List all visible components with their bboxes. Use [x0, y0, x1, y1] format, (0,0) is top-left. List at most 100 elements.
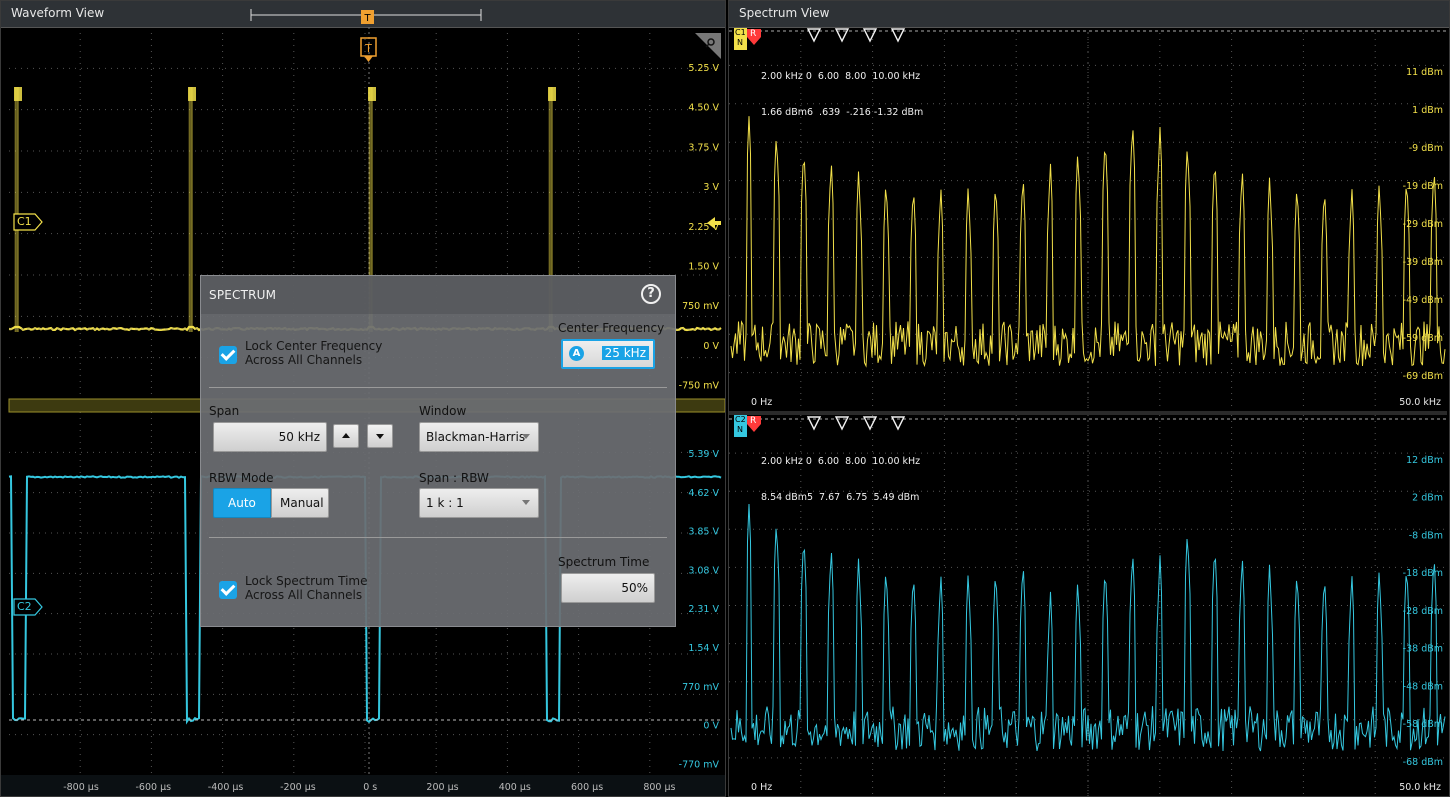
channel-2-scale-label: -770 mV: [679, 759, 720, 770]
channel-1-level-marker-icon[interactable]: [707, 217, 721, 229]
spectrum-ch2-start-freq: 0 Hz: [751, 782, 772, 793]
spectrum-settings-dialog[interactable]: SPECTRUM ? Lock Center Frequency Across …: [200, 275, 676, 627]
channel-1-scale-label: 3.75 V: [688, 142, 719, 153]
channel-2-badge[interactable]: C2: [13, 598, 43, 616]
channel-1-label: C1: [17, 215, 32, 228]
span-rbw-value: 1 k : 1: [426, 496, 464, 510]
spectrum-ch1-scale-label: -59 dBm: [1403, 333, 1443, 344]
spectrum-ch2-scale-label: -28 dBm: [1403, 606, 1443, 617]
spectrum-ch2-ref-marker[interactable]: R: [747, 416, 761, 436]
spectrum-ch1-ref-marker[interactable]: R: [747, 29, 761, 49]
rbw-manual-button[interactable]: Manual: [271, 488, 329, 518]
channel-1-scale-label: 5.25 V: [688, 63, 719, 74]
spectrum-ch1-scale-label: 1 dBm: [1412, 105, 1443, 116]
channel-2-scale-label: 770 mV: [682, 682, 719, 693]
window-select[interactable]: Blackman-Harris: [419, 422, 539, 452]
time-axis-tick-label: 600 µs: [571, 782, 603, 793]
dialog-separator-1: [209, 387, 667, 388]
span-rbw-select[interactable]: 1 k : 1: [419, 488, 539, 518]
zoom-icon[interactable]: [695, 33, 721, 59]
spectrum-ch2-marker-level: 8.54 dBm5 7.67 6.75 5.49 dBm: [761, 492, 920, 504]
center-frequency-field[interactable]: A 25 kHz: [561, 339, 655, 369]
spectrum-view-titlebar[interactable]: Spectrum View: [729, 1, 1449, 28]
spectrum-ch1-scale-label: -29 dBm: [1403, 219, 1443, 230]
time-axis-tick-label: -600 µs: [136, 782, 172, 793]
spectrum-view-panel[interactable]: Spectrum View 11 dBm 1 dBm -9 dBm -19 dBm -2…: [728, 0, 1450, 797]
channel-1-burst: [14, 87, 22, 332]
channel-1-scale-label: 3 V: [703, 182, 719, 193]
span-label: Span: [209, 404, 239, 418]
span-rbw-label: Span : RBW: [419, 471, 489, 485]
window-label: Window: [419, 404, 466, 418]
spectrum-ch2-scale-label: -38 dBm: [1403, 644, 1443, 655]
spectrum-ch1-marker-level: 1.66 dBm6 .639 -.216 -1.32 dBm: [761, 107, 923, 119]
trigger-position-marker[interactable]: T: [360, 37, 378, 63]
time-axis-tick-label: -200 µs: [280, 782, 316, 793]
channel-2-scale-label: 5.39 V: [688, 449, 719, 460]
trigger-label: T: [364, 42, 372, 55]
channel-2-scale-label: 1.54 V: [688, 643, 719, 654]
channel-1-burst: [188, 87, 196, 332]
spectrum-ch1-scale-label: 11 dBm: [1406, 67, 1443, 78]
arrow-up-icon: [342, 433, 350, 438]
time-axis-tick-label: -400 µs: [208, 782, 244, 793]
chevron-down-icon: [522, 434, 530, 439]
span-increase-button[interactable]: [333, 424, 359, 448]
span-field[interactable]: 50 kHz: [213, 422, 327, 452]
lock-spectrum-time-checkbox[interactable]: [219, 581, 237, 599]
dialog-title: SPECTRUM: [209, 288, 276, 302]
lock-center-frequency-checkbox[interactable]: [219, 346, 237, 364]
spectrum-ch2-ref-label: R: [750, 416, 756, 426]
help-icon[interactable]: ?: [641, 284, 661, 304]
spectrum-ch2-mode-label: N: [737, 425, 743, 434]
channel-2-scale-label: 2.31 V: [688, 604, 719, 615]
rbw-auto-label: Auto: [228, 496, 256, 510]
channel-2-label: C2: [17, 600, 32, 613]
spectrum-ch1-scale-label: -9 dBm: [1409, 143, 1443, 154]
time-axis-tick-label: 0 s: [363, 782, 377, 793]
channel-1-badge[interactable]: C1: [13, 213, 43, 231]
span-decrease-button[interactable]: [367, 424, 393, 448]
spectrum-ch2-marker-readout: 2.00 kHz 0 6.00 8.00 10.00 kHz 8.54 dBm5…: [761, 432, 920, 528]
spectrum-pane-divider: [729, 411, 1447, 415]
spectrum-ch1-badge-label: C1: [735, 28, 746, 37]
spectrum-ch2-scale-label: -8 dBm: [1409, 530, 1443, 541]
time-axis-tick-label: -800 µs: [63, 782, 99, 793]
channel-1-scale-label: 750 mV: [682, 301, 719, 312]
time-axis-tick-label: 800 µs: [643, 782, 675, 793]
spectrum-ch2-scale-label: 12 dBm: [1406, 455, 1443, 466]
spectrum-ch1-badge[interactable]: C1 N: [734, 28, 747, 50]
center-frequency-label: Center Frequency: [558, 321, 664, 335]
center-frequency-badge-icon: A: [569, 346, 584, 361]
chevron-down-icon: [522, 500, 530, 505]
dialog-header[interactable]: SPECTRUM ?: [201, 276, 675, 314]
channel-2-scale-label: 0 V: [703, 721, 719, 732]
channel-2-scale-label: 3.85 V: [688, 527, 719, 538]
spectrum-ch1-scale-label: -49 dBm: [1403, 295, 1443, 306]
spectrum-view-title: Spectrum View: [739, 6, 829, 20]
channel-1-scale-label: 1.50 V: [688, 262, 719, 273]
spectrum-ch1-scale-label: -69 dBm: [1403, 371, 1443, 382]
lock-center-frequency-label: Lock Center Frequency Across All Channel…: [245, 339, 382, 367]
spectrum-ch1-marker-freq: 2.00 kHz 0 6.00 8.00 10.00 kHz: [761, 71, 923, 83]
arrow-down-icon: [376, 434, 384, 439]
spectrum-ch2-scale-label: 2 dBm: [1412, 493, 1443, 504]
trigger-position-marker-top[interactable]: T: [359, 7, 377, 27]
dialog-separator-2: [209, 537, 667, 538]
spectrum-ch1-scale-label: -39 dBm: [1403, 257, 1443, 268]
rbw-mode-label: RBW Mode: [209, 471, 274, 485]
spectrum-ch2-badge[interactable]: C2 N: [734, 415, 747, 437]
window-value: Blackman-Harris: [426, 430, 525, 444]
spectrum-ch1-ref-label: R: [750, 29, 756, 39]
waveform-view-titlebar[interactable]: Waveform View T: [1, 1, 725, 28]
channel-1-scale-label: -750 mV: [679, 381, 720, 392]
time-axis-tick-label: 400 µs: [499, 782, 531, 793]
channel-2-scale-label: 3.08 V: [688, 565, 719, 576]
channel-1-burst-top: [548, 87, 556, 101]
channel-1-burst-top: [188, 87, 196, 101]
spectrum-time-field[interactable]: 50%: [561, 573, 655, 603]
lock-spectrum-time-label: Lock Spectrum Time Across All Channels: [245, 574, 368, 602]
rbw-manual-label: Manual: [280, 496, 324, 510]
spectrum-ch2-scale-label: -58 dBm: [1403, 719, 1443, 730]
rbw-auto-button[interactable]: Auto: [213, 488, 271, 518]
